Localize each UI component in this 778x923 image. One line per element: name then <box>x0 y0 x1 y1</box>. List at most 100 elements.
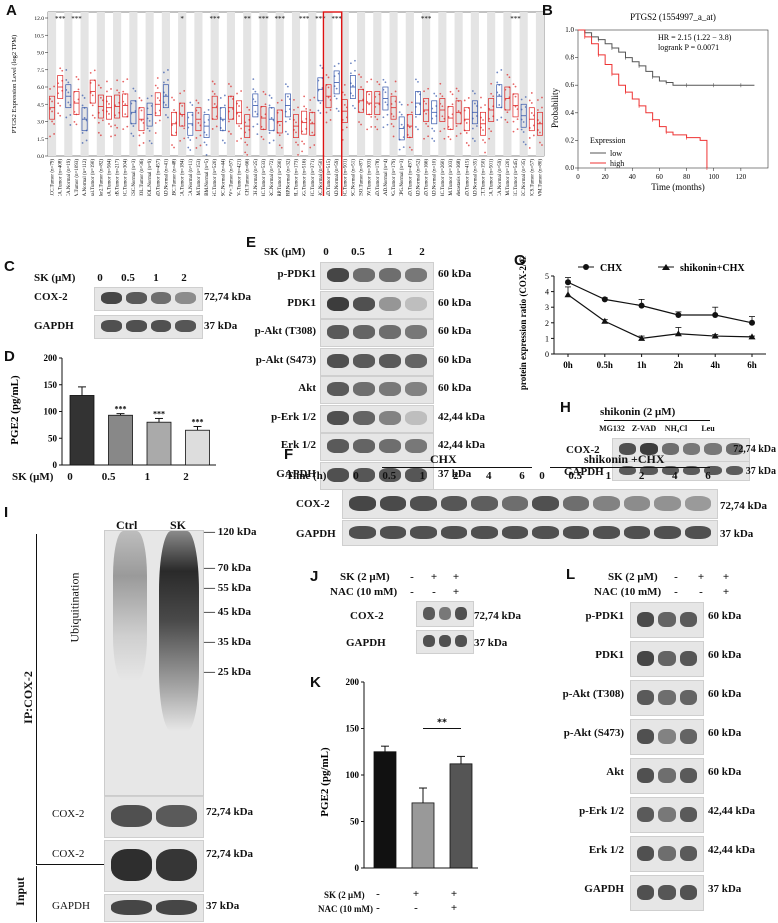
a-dot <box>110 125 112 128</box>
blot-band <box>379 467 401 482</box>
a-ytick-label: 10.5 <box>34 33 44 39</box>
a-dot <box>431 127 434 130</box>
blot-band <box>637 885 655 900</box>
g-point-chx <box>749 319 755 326</box>
a-dot <box>57 102 60 105</box>
f-time-chx: 2 <box>452 470 459 482</box>
a-dot <box>53 133 55 135</box>
c-conc-label: 0.5 <box>121 272 135 284</box>
a-dot <box>106 80 108 83</box>
f-rule-sk <box>550 467 710 468</box>
j-gapdh-blot <box>416 630 474 654</box>
a-category-label: PCPG.Normal (n=3) <box>400 159 405 196</box>
a-category-label: STAD.Tumor (n=415) <box>465 159 470 196</box>
a-dot <box>392 115 395 118</box>
a-dot <box>530 102 533 104</box>
a-shade-strip <box>356 12 366 156</box>
a-dot <box>476 125 478 127</box>
a-dot <box>256 133 259 136</box>
a-category-label: THCA.Tumor (n=501) <box>490 159 495 196</box>
a-dot <box>114 124 116 127</box>
blot-band <box>619 443 637 456</box>
i-ladder-marker: — 45 kDa <box>204 606 252 618</box>
a-dot <box>138 144 141 147</box>
a-dot <box>441 115 444 118</box>
h-row-cox2: COX-2 <box>566 444 600 456</box>
a-dot <box>506 73 509 76</box>
a-dot <box>223 94 226 97</box>
e-mw-label: 37 kDa <box>438 467 472 480</box>
j-nac-signs: - - + <box>410 586 472 600</box>
g-point-chx <box>601 296 608 303</box>
a-category-label: KIRP.Normal (n=32) <box>286 159 291 196</box>
a-category-label: BRCA-LumB.Tumor (n=217) <box>116 159 121 196</box>
a-dot <box>278 134 281 137</box>
a-dot <box>490 92 493 95</box>
a-dot <box>327 76 330 79</box>
g-xtick-label: 6h <box>747 360 757 370</box>
e-row-label: GAPDH <box>276 467 316 480</box>
a-dot <box>537 99 539 101</box>
l-row-label: p-Akt (S473) <box>563 727 624 739</box>
blot-band <box>637 651 655 666</box>
a-dot <box>354 59 356 62</box>
a-dot <box>319 112 322 114</box>
a-dot <box>284 130 287 133</box>
f-gapdh-blot <box>342 520 718 546</box>
k-sk-sign: - <box>376 888 380 900</box>
a-dot <box>195 147 198 149</box>
a-dot <box>140 109 143 112</box>
a-dot <box>205 133 208 136</box>
blot-band <box>379 439 401 454</box>
a-dot <box>309 99 312 101</box>
a-dot <box>297 143 299 146</box>
a-ylabel: PTGS2 Expression Level (log2 TPM) <box>11 35 18 133</box>
a-dot <box>295 131 297 134</box>
f-time-sk: 0.5 <box>568 470 583 482</box>
blot-band <box>658 885 676 900</box>
c-gapdh-blot <box>94 315 203 339</box>
a-dot <box>199 144 202 147</box>
a-dot <box>496 119 499 121</box>
e-row-label: Akt <box>298 382 316 394</box>
a-dot <box>260 135 263 138</box>
a-dot <box>108 113 110 115</box>
a-dot <box>138 97 141 99</box>
f-time-chx: 6 <box>519 470 525 482</box>
blot-band <box>156 849 197 881</box>
a-dot <box>532 134 535 137</box>
a-dot <box>360 123 362 126</box>
a-category-label: DLBC.Tumor (n=48) <box>173 159 178 196</box>
d-star: *** <box>153 409 165 418</box>
i-gapdh-blot <box>104 894 204 922</box>
h-header: shikonin (2 μM) <box>600 406 676 418</box>
e-mw-label: 60 kDa <box>438 268 472 280</box>
a-category-label: HNSC-HPV+.Tumor (n=97) <box>229 159 234 196</box>
a-dot <box>368 93 371 96</box>
a-dot <box>73 120 76 123</box>
f-group-chx: CHX <box>430 452 457 466</box>
i-ladder-marker: — 120 kDa <box>204 526 257 538</box>
panel-a-expression-plot: 0.0 1.5 3.0 4.5 6.0 7.5 9.0 10.5 12.0 PTGS2 Expre… <box>8 8 548 219</box>
f-time-sk: 4 <box>672 470 678 482</box>
a-category-label: LUSC.Normal (n=51) <box>351 159 356 196</box>
a-category-label: BRCA-Her2.Tumor (n=82) <box>99 159 104 196</box>
h-treatment-label: NH₄Cl <box>664 424 688 433</box>
blot-band <box>658 729 676 744</box>
blot-band <box>111 900 152 915</box>
a-dot <box>443 137 446 140</box>
a-dot <box>311 121 314 124</box>
j-nac: NAC (10 mM) <box>330 586 398 598</box>
a-dot <box>500 69 503 71</box>
a-dot <box>197 102 200 104</box>
blot-band <box>156 900 197 915</box>
j-mw-cox2: 72,74 kDa <box>474 610 522 622</box>
a-shade-strip <box>226 12 236 156</box>
k-bar <box>411 802 435 869</box>
blot-band <box>327 268 349 283</box>
a-category-label: PRAD.Normal (n=52) <box>416 159 421 196</box>
blot-band <box>501 525 528 539</box>
l-blot-strip <box>630 680 704 716</box>
blot-band <box>353 296 375 311</box>
a-dot <box>447 135 450 138</box>
